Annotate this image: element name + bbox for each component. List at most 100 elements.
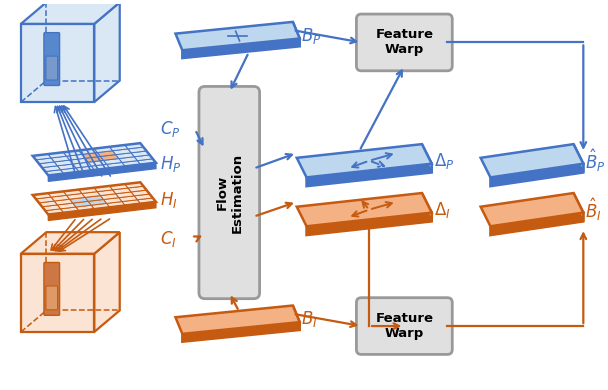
Polygon shape	[36, 197, 54, 203]
Text: $C_P$: $C_P$	[160, 119, 181, 140]
Polygon shape	[293, 22, 300, 46]
FancyBboxPatch shape	[356, 14, 452, 71]
Polygon shape	[103, 198, 122, 203]
Text: Flow
Estimation: Flow Estimation	[215, 152, 243, 232]
Text: $H_I$: $H_I$	[160, 190, 178, 210]
Polygon shape	[112, 188, 131, 194]
Text: $\Delta_P$: $\Delta_P$	[434, 151, 454, 171]
Polygon shape	[137, 198, 156, 204]
Polygon shape	[45, 170, 64, 176]
Polygon shape	[39, 201, 57, 207]
Polygon shape	[306, 213, 432, 235]
Polygon shape	[297, 193, 432, 226]
Polygon shape	[33, 193, 51, 199]
Polygon shape	[76, 166, 94, 172]
Text: $\hat{B}_P$: $\hat{B}_P$	[586, 147, 606, 174]
Polygon shape	[134, 155, 153, 161]
Polygon shape	[42, 205, 61, 211]
Polygon shape	[21, 254, 94, 332]
Polygon shape	[100, 154, 119, 160]
Polygon shape	[73, 201, 91, 207]
Text: Feature
Warp: Feature Warp	[375, 312, 434, 340]
Polygon shape	[176, 22, 300, 50]
Polygon shape	[88, 160, 106, 166]
Polygon shape	[100, 194, 119, 199]
Polygon shape	[422, 193, 432, 222]
Polygon shape	[51, 156, 70, 162]
Polygon shape	[573, 144, 583, 172]
Polygon shape	[103, 158, 122, 164]
Text: Feature
Warp: Feature Warp	[375, 28, 434, 57]
FancyBboxPatch shape	[44, 33, 60, 85]
Polygon shape	[106, 163, 125, 168]
Polygon shape	[54, 160, 73, 166]
Polygon shape	[182, 322, 300, 342]
Polygon shape	[128, 147, 147, 153]
Polygon shape	[54, 199, 73, 205]
Polygon shape	[94, 186, 112, 191]
Polygon shape	[48, 202, 156, 220]
Text: $C_I$: $C_I$	[160, 229, 176, 249]
FancyBboxPatch shape	[356, 298, 452, 355]
Polygon shape	[109, 145, 128, 151]
Polygon shape	[57, 203, 76, 209]
Polygon shape	[293, 305, 300, 330]
Polygon shape	[94, 232, 120, 332]
Polygon shape	[91, 203, 110, 209]
Polygon shape	[82, 191, 100, 197]
Polygon shape	[66, 154, 85, 160]
Polygon shape	[94, 147, 112, 152]
Polygon shape	[109, 184, 128, 190]
Polygon shape	[106, 202, 125, 207]
Polygon shape	[182, 39, 300, 58]
Polygon shape	[70, 197, 88, 203]
Text: $\hat{B}_I$: $\hat{B}_I$	[586, 197, 602, 223]
FancyBboxPatch shape	[46, 286, 58, 310]
Polygon shape	[33, 154, 51, 160]
Polygon shape	[128, 186, 147, 192]
Polygon shape	[131, 151, 150, 157]
Polygon shape	[42, 166, 61, 172]
Polygon shape	[91, 164, 110, 170]
Text: $B_P$: $B_P$	[301, 26, 321, 46]
Polygon shape	[57, 164, 76, 170]
Polygon shape	[116, 192, 134, 198]
Polygon shape	[48, 163, 156, 181]
Polygon shape	[97, 190, 116, 195]
Text: $B_I$: $B_I$	[301, 309, 317, 329]
Polygon shape	[21, 24, 94, 102]
FancyBboxPatch shape	[44, 262, 60, 315]
Polygon shape	[122, 200, 140, 206]
Polygon shape	[66, 193, 85, 199]
Polygon shape	[39, 162, 57, 168]
Polygon shape	[36, 158, 54, 164]
Polygon shape	[48, 152, 66, 158]
Polygon shape	[82, 152, 100, 158]
Text: $H_P$: $H_P$	[160, 154, 181, 174]
Polygon shape	[112, 149, 131, 154]
Polygon shape	[573, 193, 583, 222]
Polygon shape	[21, 232, 120, 254]
Polygon shape	[125, 143, 143, 149]
Polygon shape	[85, 195, 103, 201]
Polygon shape	[137, 159, 156, 165]
Polygon shape	[79, 149, 97, 154]
Polygon shape	[73, 162, 91, 168]
Polygon shape	[297, 144, 432, 177]
Polygon shape	[48, 191, 66, 197]
Polygon shape	[94, 2, 120, 102]
FancyBboxPatch shape	[46, 56, 58, 80]
Polygon shape	[491, 164, 583, 186]
Polygon shape	[306, 164, 432, 186]
Polygon shape	[134, 194, 153, 200]
FancyBboxPatch shape	[199, 87, 260, 299]
Polygon shape	[76, 205, 94, 211]
Polygon shape	[116, 153, 134, 158]
Polygon shape	[88, 199, 106, 205]
Polygon shape	[481, 144, 583, 177]
Polygon shape	[131, 190, 150, 196]
Polygon shape	[61, 168, 79, 174]
Polygon shape	[176, 305, 300, 334]
Polygon shape	[491, 213, 583, 235]
Polygon shape	[119, 157, 137, 163]
